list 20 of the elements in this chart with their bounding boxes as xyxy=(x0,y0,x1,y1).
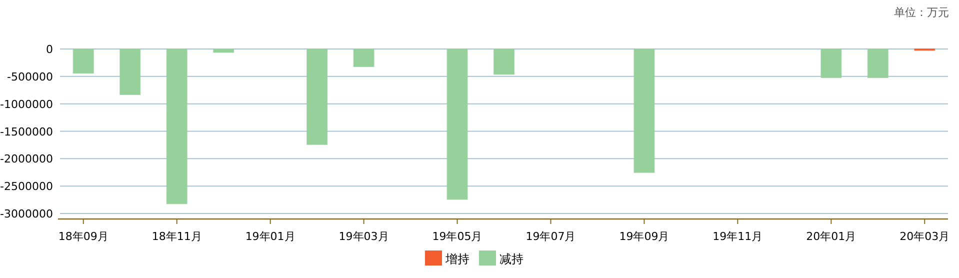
x-tick-label: 19年03月 xyxy=(338,230,389,243)
y-tick-label: 0 xyxy=(46,43,53,56)
y-tick-label: -2500000 xyxy=(0,180,53,194)
x-tick-label: 19年11月 xyxy=(712,230,763,243)
text: 单位：万元 xyxy=(894,6,949,19)
legend-label: 减持 xyxy=(500,252,524,266)
legend-label: 增持 xyxy=(444,252,470,266)
y-tick-label: -1500000 xyxy=(0,125,53,138)
y-tick-label: -500000 xyxy=(7,70,53,84)
x-tick-label: 19年09月 xyxy=(619,230,670,243)
x-tick-label: 20年03月 xyxy=(900,230,950,243)
x-tick-label: 19年07月 xyxy=(526,230,576,243)
x-tick-label: 18年11月 xyxy=(152,230,202,243)
y-tick-label: -3000000 xyxy=(0,208,53,221)
x-tick-label: 18年09月 xyxy=(58,230,108,243)
x-tick-label: 19年01月 xyxy=(245,230,296,243)
x-tick-label: 19年05月 xyxy=(432,230,482,243)
y-tick-label: -1000000 xyxy=(0,98,53,111)
y-tick-label: -2000000 xyxy=(0,152,53,166)
x-tick-label: 20年01月 xyxy=(806,230,856,243)
